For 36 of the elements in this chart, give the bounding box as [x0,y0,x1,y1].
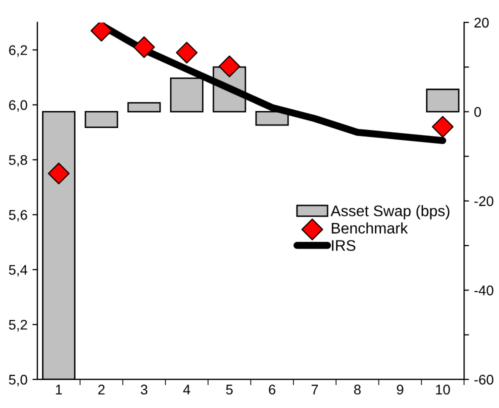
x-tick-label: 2 [98,384,105,394]
bar [127,102,161,112]
x-tick-label: 6 [268,384,276,395]
y-tick-label: 5,6 [8,210,28,222]
x-tick-label: 1 [56,384,62,394]
x-tick-label: 3 [140,384,148,395]
x-tick-label: 4 [183,384,190,394]
point [218,56,240,78]
bar [84,110,118,128]
y-tick-label: 6,2 [9,45,28,57]
y-tick-label: 5,4 [8,265,28,276]
bar [426,88,460,112]
legend-label: Asset Swap (bps) [330,205,450,220]
legend-label: Benchmark [332,222,408,234]
x-tick-label: 9 [396,384,404,395]
point [133,36,155,58]
bar [170,78,204,112]
y-tick-label: 5,0 [8,374,28,386]
y2-tick-label: 20 [474,18,489,28]
x-tick-label: 7 [312,384,318,394]
y2-tick-label: -60 [474,374,494,385]
point [176,42,198,64]
y2-tick-label: -20 [474,196,494,206]
point [48,162,70,184]
x-tick-label: 5 [226,384,233,395]
y2-tick-label: 0 [474,107,481,117]
x-tick-label: 8 [354,384,361,395]
point [432,116,454,138]
y-tick-label: 5,2 [8,320,28,332]
x-tick-label: 10 [436,384,450,395]
bar [255,110,289,126]
y-tick-label: 5,8 [8,155,28,167]
legend-label: IRS [332,240,356,251]
y-tick-label: 6,0 [9,100,28,112]
point [90,22,112,42]
y2-tick-label: -40 [474,286,494,296]
